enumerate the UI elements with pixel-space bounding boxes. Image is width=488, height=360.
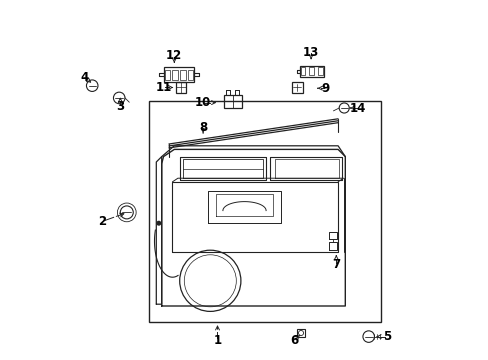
Text: 5: 5 (382, 330, 390, 343)
Bar (223, 95, 241, 108)
Text: 8: 8 (199, 121, 207, 134)
Bar (175, 82, 185, 93)
Bar (291, 82, 303, 93)
Text: 7: 7 (331, 258, 340, 271)
Text: 6: 6 (289, 334, 298, 347)
Bar (180, 69, 185, 80)
Bar (296, 329, 305, 337)
Text: 14: 14 (349, 102, 366, 114)
Bar (300, 66, 323, 77)
Text: 1: 1 (213, 334, 221, 347)
Text: 3: 3 (116, 100, 124, 113)
Circle shape (157, 221, 160, 225)
Bar (149, 101, 381, 322)
Bar (309, 67, 313, 75)
Text: 13: 13 (303, 46, 319, 59)
Text: 4: 4 (80, 71, 88, 84)
Text: 10: 10 (195, 96, 211, 109)
Bar (318, 67, 322, 75)
Text: 9: 9 (321, 82, 329, 95)
Bar (300, 67, 305, 75)
Bar (163, 67, 194, 82)
Text: 2: 2 (98, 215, 106, 228)
Bar (187, 69, 193, 80)
Bar (164, 69, 170, 80)
Text: 12: 12 (166, 49, 182, 62)
Bar (172, 69, 178, 80)
Text: 11: 11 (155, 81, 171, 94)
